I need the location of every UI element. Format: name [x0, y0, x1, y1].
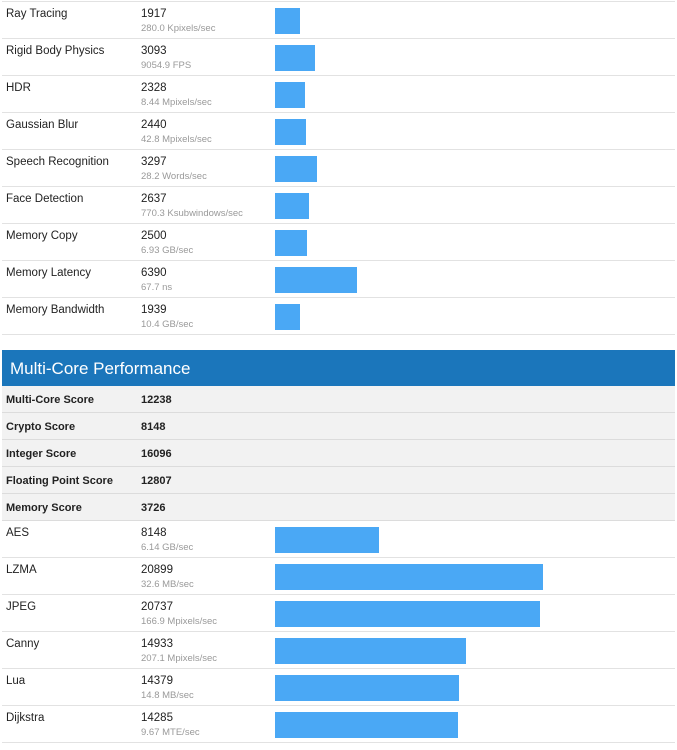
benchmark-score: 2637	[141, 193, 167, 205]
benchmark-row: Speech Recognition 3297 28.2 Words/sec	[2, 150, 675, 187]
benchmark-throughput: 280.0 Kpixels/sec	[141, 23, 216, 34]
benchmark-row: Memory Bandwidth 1939 10.4 GB/sec	[2, 298, 675, 335]
summary-row: Crypto Score 8148	[2, 413, 675, 440]
summary-name: Crypto Score	[6, 421, 76, 433]
benchmark-throughput: 67.7 ns	[141, 282, 173, 293]
benchmark-bar	[275, 267, 357, 293]
benchmark-row: AES 8148 6.14 GB/sec	[2, 521, 675, 558]
multi-core-header: Multi-Core Performance	[2, 350, 675, 386]
summary-name: Integer Score	[6, 448, 77, 460]
benchmark-name: AES	[6, 527, 30, 539]
benchmark-throughput: 28.2 Words/sec	[141, 171, 207, 182]
benchmark-throughput: 9.67 MTE/sec	[141, 727, 200, 738]
multi-core-title: Multi-Core Performance	[10, 359, 191, 378]
benchmark-bar	[275, 601, 540, 627]
benchmark-row: Face Detection 2637 770.3 Ksubwindows/sec	[2, 187, 675, 224]
single-core-rows: Ray Tracing 1917 280.0 Kpixels/sec Rigid Bo…	[2, 2, 675, 335]
benchmark-name: Dijkstra	[6, 712, 45, 724]
benchmark-row: HDR 2328 8.44 Mpixels/sec	[2, 76, 675, 113]
summary-value: 8148	[141, 421, 166, 433]
benchmark-row: Lua 14379 14.8 MB/sec	[2, 669, 675, 706]
summary-value: 12238	[141, 394, 172, 406]
benchmark-name: Speech Recognition	[6, 156, 109, 168]
benchmark-bar	[275, 193, 309, 219]
benchmark-score: 1939	[141, 304, 167, 316]
benchmark-bar	[275, 156, 317, 182]
summary-row: Integer Score 16096	[2, 440, 675, 467]
top-divider	[2, 0, 675, 2]
summary-row: Multi-Core Score 12238	[2, 386, 675, 413]
multi-core-summary: Multi-Core Score 12238 Crypto Score 8148 Int…	[2, 386, 675, 521]
benchmark-bar	[275, 675, 459, 701]
benchmark-throughput: 166.9 Mpixels/sec	[141, 616, 218, 627]
benchmark-bar	[275, 527, 379, 553]
benchmark-row: Dijkstra 14285 9.67 MTE/sec	[2, 706, 675, 743]
benchmark-row: Canny 14933 207.1 Mpixels/sec	[2, 632, 675, 669]
benchmark-throughput: 8.44 Mpixels/sec	[141, 97, 212, 108]
benchmark-bar	[275, 45, 315, 71]
benchmark-row: Gaussian Blur 2440 42.8 Mpixels/sec	[2, 113, 675, 150]
summary-value: 3726	[141, 502, 166, 514]
benchmark-bar	[275, 82, 305, 108]
benchmark-score: 3093	[141, 45, 167, 57]
benchmark-throughput: 14.8 MB/sec	[141, 690, 194, 701]
benchmark-row: Memory Latency 6390 67.7 ns	[2, 261, 675, 298]
benchmark-throughput: 9054.9 FPS	[141, 60, 192, 71]
summary-value: 16096	[141, 448, 172, 460]
benchmark-throughput: 207.1 Mpixels/sec	[141, 653, 218, 664]
summary-row: Floating Point Score 12807	[2, 467, 675, 494]
benchmark-score: 20737	[141, 601, 173, 613]
benchmark-name: JPEG	[6, 601, 37, 613]
benchmark-bar	[275, 304, 300, 330]
benchmark-score: 14379	[141, 675, 173, 687]
benchmark-name: LZMA	[6, 564, 37, 576]
summary-name: Floating Point Score	[6, 475, 113, 487]
benchmark-name: Rigid Body Physics	[6, 45, 105, 57]
benchmark-throughput: 6.93 GB/sec	[141, 245, 194, 256]
benchmark-throughput: 42.8 Mpixels/sec	[141, 134, 212, 145]
benchmark-bar	[275, 230, 307, 256]
benchmark-row: Memory Copy 2500 6.93 GB/sec	[2, 224, 675, 261]
benchmark-name: Memory Bandwidth	[6, 304, 105, 316]
benchmark-bar	[275, 8, 300, 34]
benchmark-throughput: 10.4 GB/sec	[141, 319, 194, 330]
benchmark-name: HDR	[6, 82, 31, 94]
benchmark-name: Gaussian Blur	[6, 119, 79, 131]
benchmark-score: 14933	[141, 638, 173, 650]
multi-core-rows: AES 8148 6.14 GB/sec LZMA 20899 32.6 MB/sec JP…	[2, 521, 675, 743]
benchmark-score: 3297	[141, 156, 167, 168]
benchmark-score: 6390	[141, 267, 167, 279]
summary-row: Memory Score 3726	[2, 494, 675, 521]
benchmark-score: 8148	[141, 527, 167, 539]
benchmark-bar	[275, 119, 306, 145]
benchmark-row: Rigid Body Physics 3093 9054.9 FPS	[2, 39, 675, 76]
benchmark-bar	[275, 638, 466, 664]
benchmark-score: 20899	[141, 564, 173, 576]
benchmark-row: LZMA 20899 32.6 MB/sec	[2, 558, 675, 595]
benchmark-bar	[275, 712, 458, 738]
benchmark-throughput: 6.14 GB/sec	[141, 542, 194, 553]
benchmark-name: Memory Latency	[6, 267, 92, 279]
benchmark-throughput: 770.3 Ksubwindows/sec	[141, 208, 243, 219]
summary-value: 12807	[141, 475, 172, 487]
benchmark-name: Memory Copy	[6, 230, 78, 242]
summary-name: Multi-Core Score	[6, 394, 95, 406]
benchmark-row: Ray Tracing 1917 280.0 Kpixels/sec	[2, 2, 675, 39]
benchmark-score: 2440	[141, 119, 167, 131]
benchmark-score: 2328	[141, 82, 167, 94]
benchmark-row: JPEG 20737 166.9 Mpixels/sec	[2, 595, 675, 632]
benchmark-throughput: 32.6 MB/sec	[141, 579, 194, 590]
benchmark-name: Face Detection	[6, 193, 84, 205]
benchmark-name: Lua	[6, 675, 26, 687]
benchmark-name: Ray Tracing	[6, 8, 68, 20]
benchmark-score: 14285	[141, 712, 173, 724]
benchmark-score: 1917	[141, 8, 167, 20]
summary-name: Memory Score	[6, 502, 82, 514]
benchmark-name: Canny	[6, 638, 40, 650]
benchmark-score: 2500	[141, 230, 167, 242]
benchmark-bar	[275, 564, 543, 590]
